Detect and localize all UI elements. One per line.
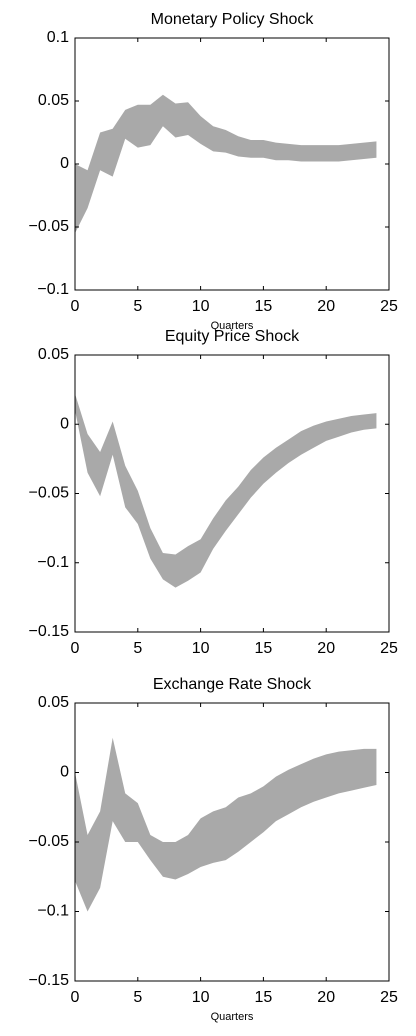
x-tick-label: 5 (133, 989, 142, 1006)
x-tick-label: 25 (380, 298, 398, 315)
y-tick-label: −0.1 (37, 903, 69, 920)
y-tick-label: 0 (60, 155, 69, 172)
y-tick-label: 0.05 (38, 694, 69, 711)
y-tick-label: 0 (60, 764, 69, 781)
y-tick-label: −0.05 (29, 485, 70, 502)
x-axis-label: Quarters (211, 1011, 254, 1023)
x-tick-label: 15 (255, 989, 273, 1006)
x-tick-label: 0 (71, 989, 80, 1006)
x-tick-label: 5 (133, 298, 142, 315)
y-tick-label: 0.1 (47, 29, 69, 46)
x-tick-label: 10 (192, 298, 210, 315)
x-tick-label: 5 (133, 640, 142, 657)
y-tick-label: 0 (60, 415, 69, 432)
chart-title: Equity Price Shock (165, 328, 300, 345)
x-tick-label: 15 (255, 640, 273, 657)
confidence-band (75, 737, 377, 912)
y-tick-label: −0.05 (29, 218, 70, 235)
y-tick-label: −0.1 (37, 281, 69, 298)
x-tick-label: 0 (71, 640, 80, 657)
y-tick-label: 0.05 (38, 346, 69, 363)
x-tick-label: 20 (317, 640, 335, 657)
x-tick-label: 0 (71, 298, 80, 315)
x-tick-label: 25 (380, 640, 398, 657)
y-tick-label: −0.1 (37, 554, 69, 571)
y-tick-label: −0.05 (29, 833, 70, 850)
plot-frame (74, 37, 390, 291)
x-tick-label: 15 (255, 298, 273, 315)
y-tick-label: −0.15 (29, 972, 70, 989)
confidence-band (75, 393, 377, 588)
x-tick-label: 25 (380, 989, 398, 1006)
x-tick-label: 20 (317, 298, 335, 315)
x-tick-label: 10 (192, 640, 210, 657)
x-tick-label: 10 (192, 989, 210, 1006)
x-tick-label: 20 (317, 989, 335, 1006)
y-tick-label: −0.15 (29, 623, 70, 640)
chart-title: Exchange Rate Shock (153, 676, 312, 693)
x-axis-label: Quarters (211, 320, 254, 332)
y-tick-label: 0.05 (38, 92, 69, 109)
confidence-band (75, 94, 377, 234)
chart-title: Monetary Policy Shock (151, 11, 315, 28)
